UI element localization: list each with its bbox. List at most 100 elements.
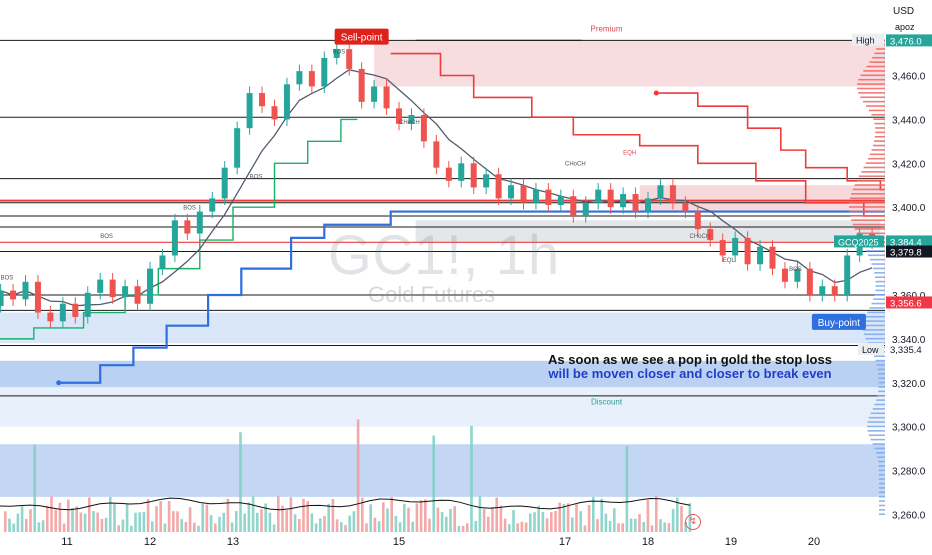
volume-profile-bar <box>868 416 885 419</box>
candle-body <box>433 141 440 168</box>
volume-profile-bar <box>878 386 885 388</box>
candle-body <box>732 237 739 256</box>
annotation-label: BOS <box>789 267 802 273</box>
sell-point-tag <box>334 28 389 45</box>
volume-bar <box>130 525 133 532</box>
volume-profile-bar <box>863 324 885 327</box>
volume-profile-bar <box>860 96 885 99</box>
volume-profile-bar <box>877 394 885 397</box>
price-tag-bg <box>886 342 932 355</box>
volume-bar <box>193 522 196 532</box>
volume-bar <box>646 499 650 532</box>
volume-bar <box>331 498 335 532</box>
candle-body <box>122 286 129 298</box>
volume-bar <box>529 513 532 532</box>
volume-profile-bar <box>871 149 885 151</box>
volume-profile-bar <box>872 408 885 410</box>
volume-bar <box>382 502 385 532</box>
candle-body <box>59 303 66 322</box>
volume-bar <box>25 518 28 532</box>
volume-bar <box>226 498 230 532</box>
volume-bar <box>642 521 645 532</box>
discount-label: Discount <box>591 398 623 407</box>
replay-button[interactable]: ↯ <box>685 514 701 530</box>
volume-bar <box>180 519 183 532</box>
volume-profile-bar <box>871 114 885 116</box>
volume-profile-bar <box>878 473 885 476</box>
candle-body <box>22 281 29 300</box>
price-tag-bg <box>886 34 932 47</box>
volume-profile-bar <box>872 267 885 270</box>
volume-profile-bar <box>879 513 885 516</box>
volume-bar <box>428 518 431 532</box>
volume-profile-bar <box>876 364 885 366</box>
annotation-label: CHoCH <box>690 234 711 240</box>
volume-bar <box>323 516 326 532</box>
volume-bar <box>474 520 477 532</box>
volume-profile-bar <box>875 131 885 134</box>
volume-bar <box>289 497 293 532</box>
candle-body <box>794 268 801 282</box>
volume-profile-bar <box>852 223 885 226</box>
volume-profile-bar <box>877 456 885 458</box>
volume-profile-bar <box>865 162 885 164</box>
volume-bar <box>449 508 452 532</box>
volume-bar <box>558 502 561 532</box>
annotation-label: BOS <box>183 205 196 211</box>
volume-profile-bar <box>869 258 885 261</box>
volume-profile-bar <box>873 298 885 300</box>
volume-profile-bar <box>865 315 885 318</box>
x-tick-label: 19 <box>725 536 737 548</box>
volume-bar <box>256 512 259 532</box>
volume-bar <box>415 503 419 532</box>
volume-profile-bar <box>874 403 885 406</box>
volume-average-line <box>0 497 691 511</box>
volume-bar <box>201 503 204 532</box>
currency-label[interactable]: USD <box>893 6 915 17</box>
volume-profile-bar <box>868 434 885 437</box>
volume-bar <box>138 512 141 532</box>
unit-label[interactable]: apoz <box>895 22 915 32</box>
volume-bar <box>537 505 540 532</box>
volume-profile-bar <box>860 74 885 77</box>
candle-body <box>34 281 41 313</box>
volume-bar <box>684 522 687 532</box>
volume-bar <box>495 497 498 532</box>
volume-bar <box>478 496 482 532</box>
note-line-1: As soon as we see a pop in gold the stop… <box>548 352 832 367</box>
volume-bar <box>58 502 62 532</box>
volume-bar <box>188 507 192 532</box>
volume-profile-bar <box>874 293 885 296</box>
volume-bar <box>516 523 519 532</box>
volume-profile-bar <box>867 157 885 160</box>
volume-bar <box>499 505 503 532</box>
volume-bar <box>503 518 507 532</box>
volume-profile-bar <box>874 276 885 279</box>
volume-bar <box>377 521 381 532</box>
candle-body <box>582 202 589 216</box>
candle-body <box>707 229 714 241</box>
volume-bar <box>62 523 66 532</box>
volume-profile-bar <box>874 355 885 358</box>
volume-bar <box>340 522 343 532</box>
volume-bar <box>260 509 263 532</box>
stop-loss-note: As soon as we see a pop in gold the stop… <box>525 353 855 381</box>
volume-profile-bar <box>878 482 885 485</box>
volume-bar <box>596 519 599 532</box>
y-tick-label: 3,400.0 <box>892 203 926 214</box>
volume-profile-bar <box>874 135 885 138</box>
volume-bar <box>79 512 83 532</box>
y-tick-label: 3,280.0 <box>892 467 926 478</box>
volume-profile-bar <box>867 430 885 432</box>
discount-zone-lower <box>0 387 885 427</box>
volume-bar <box>482 508 486 532</box>
volume-profile-bar <box>852 188 885 191</box>
candle-body <box>296 71 303 85</box>
volume-bar <box>247 502 251 532</box>
volume-bar <box>335 519 339 532</box>
volume-profile-bar <box>879 509 885 511</box>
price-tag-label-bg <box>858 342 884 355</box>
volume-bar <box>470 425 473 532</box>
